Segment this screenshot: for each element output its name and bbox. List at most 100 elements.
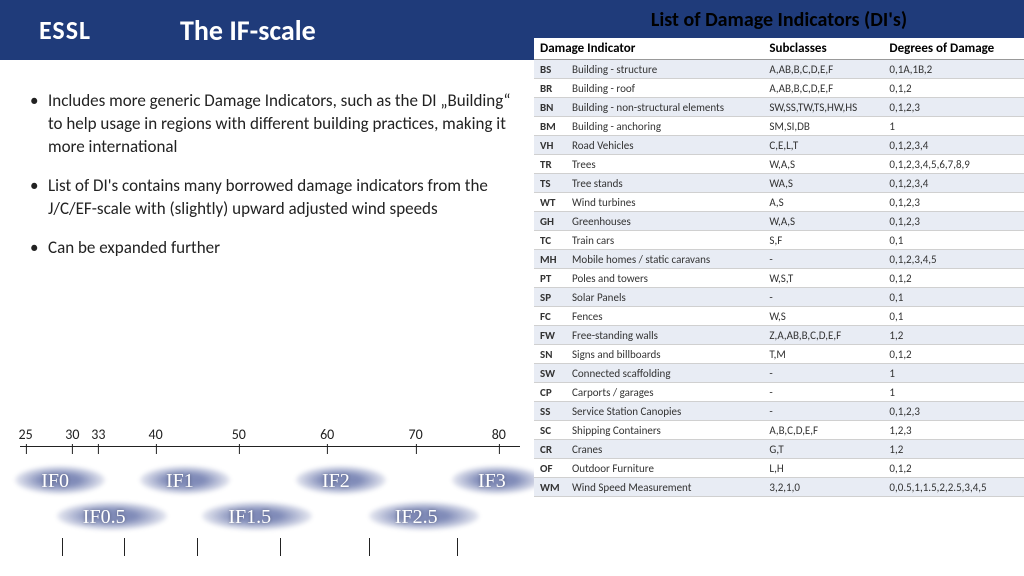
di-degrees: 0,1A,1B,2 (883, 60, 1024, 79)
di-subclasses: W,A,S (763, 155, 883, 174)
di-degrees: 0,1,2 (883, 459, 1024, 478)
table-row: SCShipping ContainersA,B,C,D,E,F1,2,3 (534, 421, 1024, 440)
scale-tick: 60 (320, 426, 334, 443)
scale-tick: 80 (492, 426, 506, 443)
di-code: BM (534, 117, 566, 136)
table-body: BSBuilding - structureA,AB,B,C,D,E,F0,1A… (534, 60, 1024, 497)
di-name: Poles and towers (566, 269, 763, 288)
scale-bottom-tick (280, 538, 281, 556)
di-degrees: 1,2 (883, 440, 1024, 459)
di-name: Outdoor Furniture (566, 459, 763, 478)
table-row: TRTreesW,A,S0,1,2,3,4,5,6,7,8,9 (534, 155, 1024, 174)
scale-tick: 30 (65, 426, 79, 443)
di-name: Service Station Canopies (566, 402, 763, 421)
di-code: BR (534, 79, 566, 98)
scale-tick: 40 (148, 426, 162, 443)
table-row: FWFree-standing wallsZ,A,AB,B,C,D,E,F1,2 (534, 326, 1024, 345)
if-scale-label: IF2.5 (395, 506, 438, 529)
table-row: GHGreenhousesW,A,S0,1,2,3 (534, 212, 1024, 231)
di-code: SC (534, 421, 566, 440)
di-degrees: 0,1,2 (883, 269, 1024, 288)
di-subclasses: - (763, 288, 883, 307)
di-code: GH (534, 212, 566, 231)
if-scale-label: IF3 (478, 470, 506, 493)
scale-tick: 50 (232, 426, 246, 443)
scale-bottom-tick (197, 538, 198, 556)
col-subclasses: Subclasses (763, 38, 883, 60)
di-degrees: 1 (883, 383, 1024, 402)
di-subclasses: A,AB,B,C,D,E,F (763, 79, 883, 98)
di-code: VH (534, 136, 566, 155)
di-subclasses: W,S (763, 307, 883, 326)
di-degrees: 0,1 (883, 307, 1024, 326)
di-table-panel: List of Damage Indicators (DI's) Damage … (534, 0, 1024, 497)
di-name: Shipping Containers (566, 421, 763, 440)
scale-bottom-tick (124, 538, 125, 556)
di-name: Greenhouses (566, 212, 763, 231)
di-degrees: 0,1,2,3,4 (883, 136, 1024, 155)
di-degrees: 0,1,2 (883, 345, 1024, 364)
di-code: SW (534, 364, 566, 383)
di-name: Solar Panels (566, 288, 763, 307)
di-code: TR (534, 155, 566, 174)
di-degrees: 0,1,2,3 (883, 193, 1024, 212)
di-subclasses: L,H (763, 459, 883, 478)
if-scale-label: IF0 (41, 470, 69, 493)
bullet-item: Can be expanded further (30, 237, 520, 260)
di-subclasses: C,E,L,T (763, 136, 883, 155)
table-row: WMWind Speed Measurement3,2,1,00,0.5,1,1… (534, 478, 1024, 497)
scale-bottom-tick (457, 538, 458, 556)
di-degrees: 0,1,2,3,4,5,6,7,8,9 (883, 155, 1024, 174)
di-degrees: 0,1,2,3 (883, 402, 1024, 421)
scale-bottom-tick (62, 538, 63, 556)
if-scale-label: IF2 (322, 470, 350, 493)
di-subclasses: SW,SS,TW,TS,HW,HS (763, 98, 883, 117)
if-scale-chart: 2530334050607080 IF0IF1IF2IF3IF0.5IF1.5I… (10, 426, 530, 556)
di-name: Train cars (566, 231, 763, 250)
di-subclasses: SM,SI,DB (763, 117, 883, 136)
di-code: CR (534, 440, 566, 459)
di-subclasses: A,S (763, 193, 883, 212)
table-row: MHMobile homes / static caravans-0,1,2,3… (534, 250, 1024, 269)
table-row: BMBuilding - anchoringSM,SI,DB1 (534, 117, 1024, 136)
di-name: Free-standing walls (566, 326, 763, 345)
di-subclasses: - (763, 383, 883, 402)
table-row: SNSigns and billboardsT,M0,1,2 (534, 345, 1024, 364)
di-code: MH (534, 250, 566, 269)
di-degrees: 0,1 (883, 288, 1024, 307)
table-row: VHRoad VehiclesC,E,L,T0,1,2,3,4 (534, 136, 1024, 155)
logo-text: ESSL (39, 14, 91, 46)
di-subclasses: - (763, 364, 883, 383)
table-title: List of Damage Indicators (DI's) (534, 0, 1024, 38)
di-degrees: 0,1,2,3 (883, 212, 1024, 231)
di-subclasses: A,AB,B,C,D,E,F (763, 60, 883, 79)
di-code: FW (534, 326, 566, 345)
di-degrees: 1 (883, 364, 1024, 383)
di-code: TC (534, 231, 566, 250)
di-subclasses: - (763, 250, 883, 269)
scale-tick: 25 (18, 426, 32, 443)
table-row: OFOutdoor FurnitureL,H0,1,2 (534, 459, 1024, 478)
table-row: FCFencesW,S0,1 (534, 307, 1024, 326)
di-subclasses: A,B,C,D,E,F (763, 421, 883, 440)
scale-clouds: IF0IF1IF2IF3IF0.5IF1.5IF2.5 (10, 458, 530, 548)
table-row: BNBuilding - non-structural elementsSW,S… (534, 98, 1024, 117)
essl-logo: ESSL (0, 0, 130, 60)
di-name: Fences (566, 307, 763, 326)
table-row: TSTree standsWA,S0,1,2,3,4 (534, 174, 1024, 193)
scale-tick: 70 (408, 426, 422, 443)
col-degrees: Degrees of Damage (883, 38, 1024, 60)
di-code: CP (534, 383, 566, 402)
table-row: BSBuilding - structureA,AB,B,C,D,E,F0,1A… (534, 60, 1024, 79)
table-row: CRCranesG,T1,2 (534, 440, 1024, 459)
table-row: BRBuilding - roofA,AB,B,C,D,E,F0,1,2 (534, 79, 1024, 98)
di-subclasses: W,S,T (763, 269, 883, 288)
di-degrees: 0,1,2,3,4 (883, 174, 1024, 193)
di-name: Building - anchoring (566, 117, 763, 136)
di-code: SP (534, 288, 566, 307)
di-degrees: 0,1,2,3,4,5 (883, 250, 1024, 269)
di-code: SS (534, 402, 566, 421)
di-subclasses: Z,A,AB,B,C,D,E,F (763, 326, 883, 345)
di-code: BS (534, 60, 566, 79)
table-row: WTWind turbinesA,S0,1,2,3 (534, 193, 1024, 212)
